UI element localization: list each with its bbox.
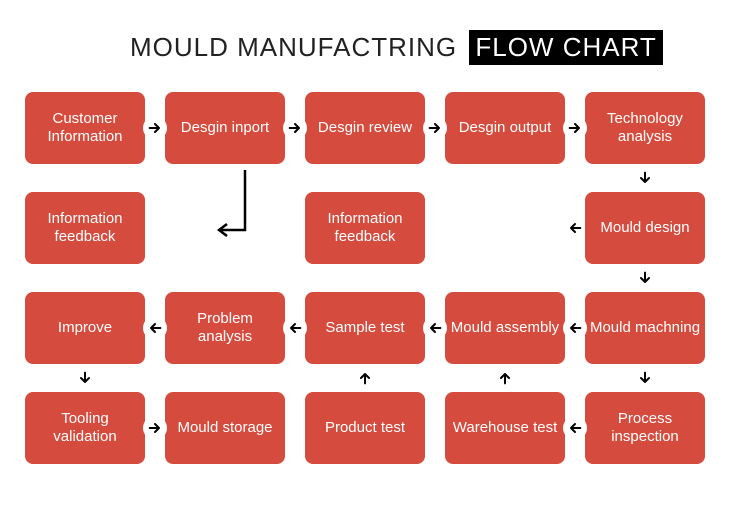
connector-problem-analysis-sample-test	[283, 316, 307, 340]
node-tech-analysis: Technology analysis	[585, 92, 705, 164]
node-mould-machining: Mould machning	[585, 292, 705, 364]
connector-improve-problem-analysis	[143, 316, 167, 340]
node-problem-analysis: Problem analysis	[165, 292, 285, 364]
connector-cust-info-design-input	[143, 116, 167, 140]
node-info-feedback-m: Information feedback	[305, 192, 425, 264]
connector-sample-test-product-test	[353, 366, 377, 390]
node-warehouse-test: Warehouse test	[445, 392, 565, 464]
node-cust-info: Customer Information	[25, 92, 145, 164]
connector-design-review-design-output	[423, 116, 447, 140]
title-highlight: FLOW CHART	[469, 30, 662, 65]
node-design-input: Desgin inport	[165, 92, 285, 164]
node-process-insp: Process inspection	[585, 392, 705, 464]
l-arrow	[209, 166, 269, 246]
node-mould-design: Mould design	[585, 192, 705, 264]
connector-warehouse-test-process-insp	[563, 416, 587, 440]
title-plain: MOULD MANUFACTRING	[130, 32, 457, 62]
node-sample-test: Sample test	[305, 292, 425, 364]
connector-mould-assembly-mould-machining	[563, 316, 587, 340]
connector-tech-analysis-mould-design	[633, 166, 657, 190]
connector-design-output-tech-analysis	[563, 116, 587, 140]
node-mould-storage: Mould storage	[165, 392, 285, 464]
connector-design-input-design-review	[283, 116, 307, 140]
arrow-mid-left	[563, 216, 587, 240]
node-improve: Improve	[25, 292, 145, 364]
node-product-test: Product test	[305, 392, 425, 464]
connector-improve-tooling-valid	[73, 366, 97, 390]
chart-title: MOULD MANUFACTRING FLOW CHART	[130, 30, 663, 65]
connector-mould-design-mould-machining	[633, 266, 657, 290]
connector-mould-assembly-warehouse-test	[493, 366, 517, 390]
node-info-feedback-l: Information feedback	[25, 192, 145, 264]
connector-sample-test-mould-assembly	[423, 316, 447, 340]
node-tooling-valid: Tooling validation	[25, 392, 145, 464]
node-design-output: Desgin output	[445, 92, 565, 164]
node-design-review: Desgin review	[305, 92, 425, 164]
flowchart-canvas: MOULD MANUFACTRING FLOW CHART Customer I…	[0, 0, 750, 511]
node-mould-assembly: Mould assembly	[445, 292, 565, 364]
connector-mould-machining-process-insp	[633, 366, 657, 390]
connector-tooling-valid-mould-storage	[143, 416, 167, 440]
